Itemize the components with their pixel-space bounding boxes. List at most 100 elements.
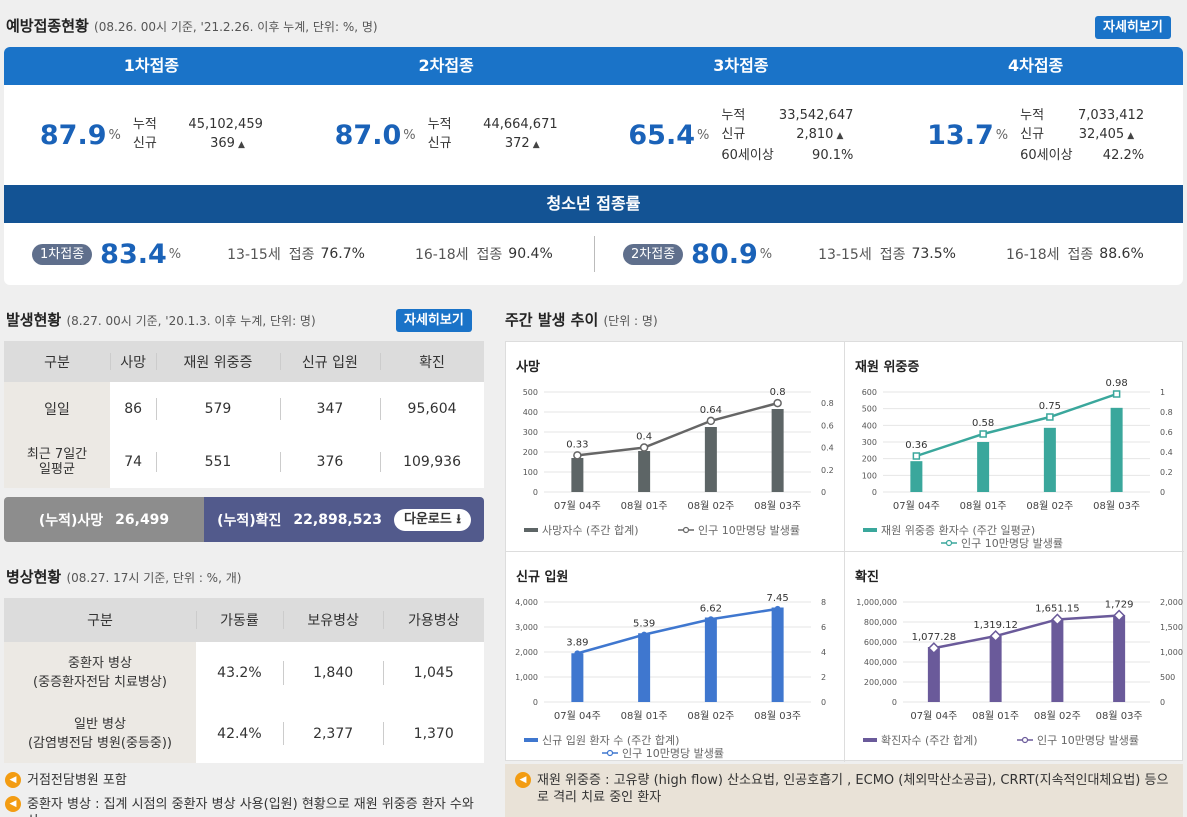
- cell: 551: [156, 436, 280, 488]
- column-header: 재원 위중증: [156, 341, 280, 382]
- legend-label: 신규 입원 환자 수 (주간 합계): [542, 734, 679, 747]
- new-value: 369: [210, 136, 235, 151]
- up-arrow-icon: ▲: [1127, 130, 1135, 141]
- cum-death-label: (누적)사망: [38, 512, 104, 529]
- download-icon: ⭳: [456, 511, 461, 527]
- x-tick-label: 08월 03주: [1093, 500, 1140, 512]
- cell: 376: [279, 436, 381, 488]
- cell: 43.2%: [196, 642, 283, 704]
- cum-label: 누적: [427, 117, 452, 132]
- y2-tick-label: 0: [1160, 698, 1165, 707]
- note-item: ◀ 재원 위중증 : 고유량 (high flow) 산소요법, 인공호흡기 , …: [515, 772, 1173, 806]
- y-tick-label: 0: [872, 488, 877, 497]
- y2-tick-label: 0.4: [821, 444, 834, 453]
- x-tick-label: 08월 01주: [621, 500, 668, 512]
- teen-rate-header: 청소년 접종률: [4, 185, 1183, 223]
- line-point: [707, 616, 714, 623]
- y-tick-label: 400,000: [864, 658, 897, 667]
- series-line: [915, 392, 1118, 458]
- column-header: 가용병상: [383, 598, 484, 642]
- y2-tick-label: 2,000: [1160, 598, 1183, 607]
- weekly-title: 주간 발생 추이 (단위 : 명): [505, 311, 658, 329]
- x-tick-label: 08월 01주: [621, 710, 668, 722]
- x-tick-label: 07월 04주: [554, 500, 601, 512]
- occurrence-table: 구분 사망 재원 위중증 신규 입원 확진 일일 86 579 347 95,6…: [4, 341, 484, 491]
- cum-conf-value: 22,898,523: [293, 511, 382, 528]
- dose-3-stats: 65.4% 누적 33,542,647 신규 2,810 ▲ 60세이상 90.1%: [594, 85, 889, 185]
- cell: 86: [110, 382, 157, 436]
- y-tick-label: 200: [862, 455, 877, 464]
- age-16-18-value: 90.4%: [508, 246, 553, 262]
- dose-1-percent: 87.9: [39, 119, 107, 151]
- table-row: 일일 86 579 347 95,604: [4, 382, 484, 436]
- bar: [977, 442, 990, 492]
- speaker-icon: ◀: [5, 796, 21, 812]
- y2-tick-label: 0: [821, 488, 826, 497]
- age-16-18-value: 88.6%: [1099, 246, 1144, 262]
- dose-4-header: 4차접종: [1007, 56, 1064, 75]
- dose-3-header: 3차접종: [713, 56, 769, 75]
- note-text: 재원 위중증 : 고유량 (high flow) 산소요법, 인공호흡기 , E…: [537, 773, 1169, 805]
- data-label: 6.62: [700, 603, 722, 614]
- y-tick-label: 300: [862, 438, 877, 447]
- new-value: 32,405: [1078, 126, 1125, 142]
- occurrence-more-button[interactable]: 자세히보기: [396, 309, 472, 332]
- series-line: [577, 401, 778, 457]
- y-tick-label: 500: [862, 405, 877, 414]
- x-tick-label: 07월 04주: [554, 710, 601, 722]
- y2-tick-label: 0.2: [821, 466, 834, 475]
- weekly-charts: 사망 0 100 200 300 400 500 0 0.2 0.4 0.6 0.8 07월 04주 0…: [505, 341, 1184, 762]
- chart-title: 재원 위중증: [855, 360, 920, 375]
- cum-conf-label: (누적)확진: [217, 512, 282, 529]
- dose-4-stats: 13.7% 누적 7,033,412 신규 32,405 ▲ 60세이상 42.2%: [888, 85, 1183, 185]
- y-tick-label: 1,000,000: [856, 598, 897, 607]
- y2-tick-label: 2: [821, 673, 826, 682]
- percent-unit: %: [168, 246, 182, 262]
- y-tick-label: 2,000: [515, 648, 538, 657]
- dose-2-stats: 87.0% 누적 44,664,671 신규 372 ▲: [299, 85, 594, 185]
- cum-value: 45,102,459: [188, 117, 263, 132]
- line-point: [641, 631, 648, 638]
- bar: [1110, 407, 1123, 492]
- legend-label: 인구 10만명당 발생률: [698, 524, 800, 537]
- table-row: 일반 병상 (감염병전담 병원(중등중)) 42.4% 2,377 1,370: [4, 704, 484, 763]
- y-tick-label: 1,000: [515, 673, 538, 682]
- vaccine-more-button[interactable]: 자세히보기: [1095, 16, 1171, 39]
- download-button[interactable]: 다운로드 ⭳: [393, 508, 471, 531]
- age-16-18-label: 16-18세: [1005, 247, 1060, 263]
- y-tick-label: 100: [862, 471, 877, 480]
- y2-tick-label: 1,500: [1160, 623, 1183, 632]
- note-text: 중환자 병상 : 집계 시점의 중환자 병상 사용(입원) 현황으로 재원 위중…: [27, 797, 474, 817]
- age-13-15-label: 13-15세: [818, 247, 872, 263]
- line-point: [1046, 413, 1054, 421]
- y2-tick-label: 0.2: [1160, 468, 1173, 477]
- column-header: 보유병상: [282, 598, 384, 642]
- cum-value: 33,542,647: [778, 107, 854, 123]
- y2-tick-label: 0: [821, 698, 826, 707]
- y2-tick-label: 0.8: [821, 399, 834, 408]
- age-13-15-label: 13-15세: [227, 247, 281, 263]
- legend-marker: [1021, 736, 1029, 744]
- age-13-15-value: 73.5%: [911, 246, 956, 262]
- right-note: ◀ 재원 위중증 : 고유량 (high flow) 산소요법, 인공호흡기 , …: [505, 764, 1183, 817]
- x-tick-label: 08월 03주: [754, 710, 801, 722]
- y2-tick-label: 1: [1160, 388, 1165, 397]
- percent-unit: %: [403, 127, 416, 143]
- legend-marker: [682, 526, 690, 534]
- divider: [594, 236, 595, 272]
- bar: [910, 461, 923, 492]
- admission-chart: 0 1,000 2,000 3,000 4,000 0 2 4 6 8 07월 04주 08월 01주…: [515, 593, 826, 760]
- chart-panel-critical: 재원 위중증 0 100 200 300 400 500 600 0 0.2 0.4 0.6 0.8 1…: [845, 342, 1184, 552]
- bar: [571, 653, 584, 702]
- chart-panel-admission: 신규 입원 0 1,000 2,000 3,000 4,000 0 2 4 6 8 07월 04주 0…: [506, 552, 845, 762]
- speaker-icon: ◀: [515, 772, 531, 788]
- legend-label: 인구 10만명당 발생률: [961, 537, 1063, 550]
- row-label: 일일: [4, 382, 110, 436]
- x-tick-label: 07월 04주: [910, 710, 957, 722]
- y-tick-label: 300: [523, 428, 538, 437]
- beds-table: 구분 가동률 보유병상 가용병상 중환자 병상 (중증환자전담 치료병상) 43…: [4, 598, 484, 763]
- y-tick-label: 4,000: [515, 598, 538, 607]
- chart-title: 사망: [516, 360, 540, 375]
- y2-tick-label: 500: [1160, 673, 1175, 682]
- y-tick-label: 600,000: [864, 638, 897, 647]
